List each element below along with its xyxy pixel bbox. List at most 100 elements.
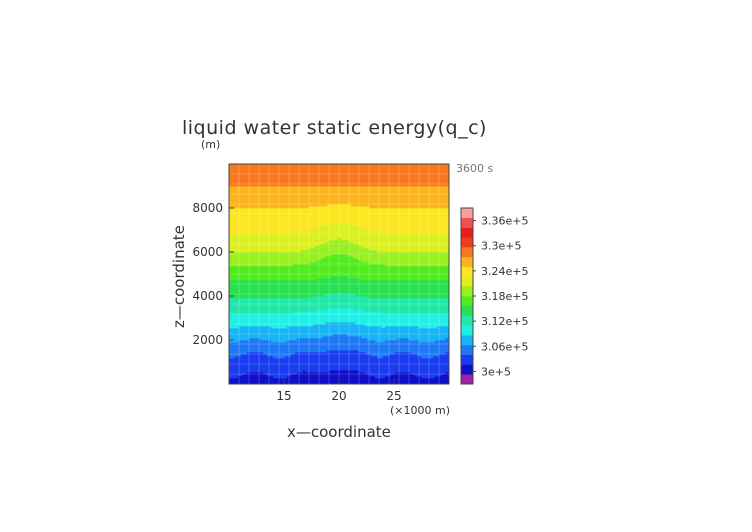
contour-cell <box>291 338 294 341</box>
contour-cell <box>249 352 252 355</box>
contour-cell <box>229 312 232 315</box>
contour-cell <box>287 170 290 173</box>
contour-cell <box>315 178 318 181</box>
contour-cell <box>255 186 258 189</box>
contour-cell <box>285 356 288 359</box>
contour-cell <box>313 248 316 251</box>
contour-cell <box>277 376 280 379</box>
contour-cell <box>243 382 246 385</box>
contour-cell <box>243 236 246 239</box>
contour-cell <box>273 316 276 319</box>
contour-cell <box>229 244 232 247</box>
contour-cell <box>245 264 248 267</box>
contour-cell <box>313 304 316 307</box>
contour-cell <box>241 188 244 191</box>
contour-cell <box>281 278 284 281</box>
contour-cell <box>263 336 266 339</box>
contour-cell <box>261 300 264 303</box>
contour-cell <box>303 354 306 357</box>
contour-cell <box>315 226 318 229</box>
contour-cell <box>301 178 304 181</box>
contour-cell <box>229 288 232 291</box>
contour-cell <box>233 168 236 171</box>
contour-cell <box>269 212 272 215</box>
contour-cell <box>253 268 256 271</box>
contour-cell <box>249 286 252 289</box>
contour-cell <box>301 264 304 267</box>
contour-cell <box>295 210 298 213</box>
contour-cell <box>251 218 254 221</box>
contour-cell <box>299 202 302 205</box>
contour-cell <box>299 216 302 219</box>
contour-cell <box>235 284 238 287</box>
contour-cell <box>281 314 284 317</box>
contour-cell <box>295 294 298 297</box>
contour-cell <box>251 356 254 359</box>
contour-cell <box>265 364 268 367</box>
contour-cell <box>263 204 266 207</box>
contour-cell <box>263 254 266 257</box>
contour-cell <box>309 266 312 269</box>
contour-cell <box>313 232 316 235</box>
contour-cell <box>315 166 318 169</box>
contour-cell <box>237 320 240 323</box>
contour-cell <box>245 284 248 287</box>
contour-cell <box>277 372 280 375</box>
contour-cell <box>271 370 274 373</box>
contour-cell <box>305 366 308 369</box>
contour-cell <box>287 172 290 175</box>
contour-cell <box>265 194 268 197</box>
contour-cell <box>299 364 302 367</box>
contour-cell <box>275 338 278 341</box>
contour-cell <box>243 184 246 187</box>
contour-cell <box>283 222 286 225</box>
contour-cell <box>303 376 306 379</box>
contour-cell <box>279 250 282 253</box>
contour-cell <box>307 246 310 249</box>
contour-cell <box>255 300 258 303</box>
contour-cell <box>317 338 320 341</box>
contour-cell <box>245 330 248 333</box>
contour-cell <box>299 366 302 369</box>
contour-cell <box>315 260 318 263</box>
contour-cell <box>291 350 294 353</box>
contour-cell <box>293 340 296 343</box>
contour-cell <box>237 380 240 383</box>
contour-cell <box>319 364 322 367</box>
contour-cell <box>301 270 304 273</box>
contour-cell <box>287 188 290 191</box>
contour-cell <box>269 322 272 325</box>
contour-cell <box>305 182 308 185</box>
contour-cell <box>311 256 314 259</box>
contour-cell <box>257 180 260 183</box>
contour-cell <box>315 264 318 267</box>
contour-cell <box>271 188 274 191</box>
contour-cell <box>235 312 238 315</box>
contour-cell <box>231 254 234 257</box>
contour-cell <box>317 282 320 285</box>
contour-cell <box>231 362 234 365</box>
contour-cell <box>301 248 304 251</box>
contour-cell <box>291 278 294 281</box>
contour-cell <box>243 234 246 237</box>
contour-cell <box>303 196 306 199</box>
contour-cell <box>255 188 258 191</box>
contour-cell <box>273 200 276 203</box>
contour-cell <box>281 260 284 263</box>
contour-cell <box>273 308 276 311</box>
contour-cell <box>245 304 248 307</box>
contour-cell <box>269 236 272 239</box>
contour-cell <box>283 186 286 189</box>
contour-cell <box>309 246 312 249</box>
contour-cell <box>285 258 288 261</box>
contour-cell <box>277 168 280 171</box>
contour-cell <box>231 176 234 179</box>
contour-cell <box>291 170 294 173</box>
contour-cell <box>263 354 266 357</box>
contour-cell <box>305 352 308 355</box>
contour-cell <box>253 294 256 297</box>
contour-cell <box>245 344 248 347</box>
contour-cell <box>311 208 314 211</box>
contour-cell <box>289 334 292 337</box>
contour-cell <box>305 254 308 257</box>
